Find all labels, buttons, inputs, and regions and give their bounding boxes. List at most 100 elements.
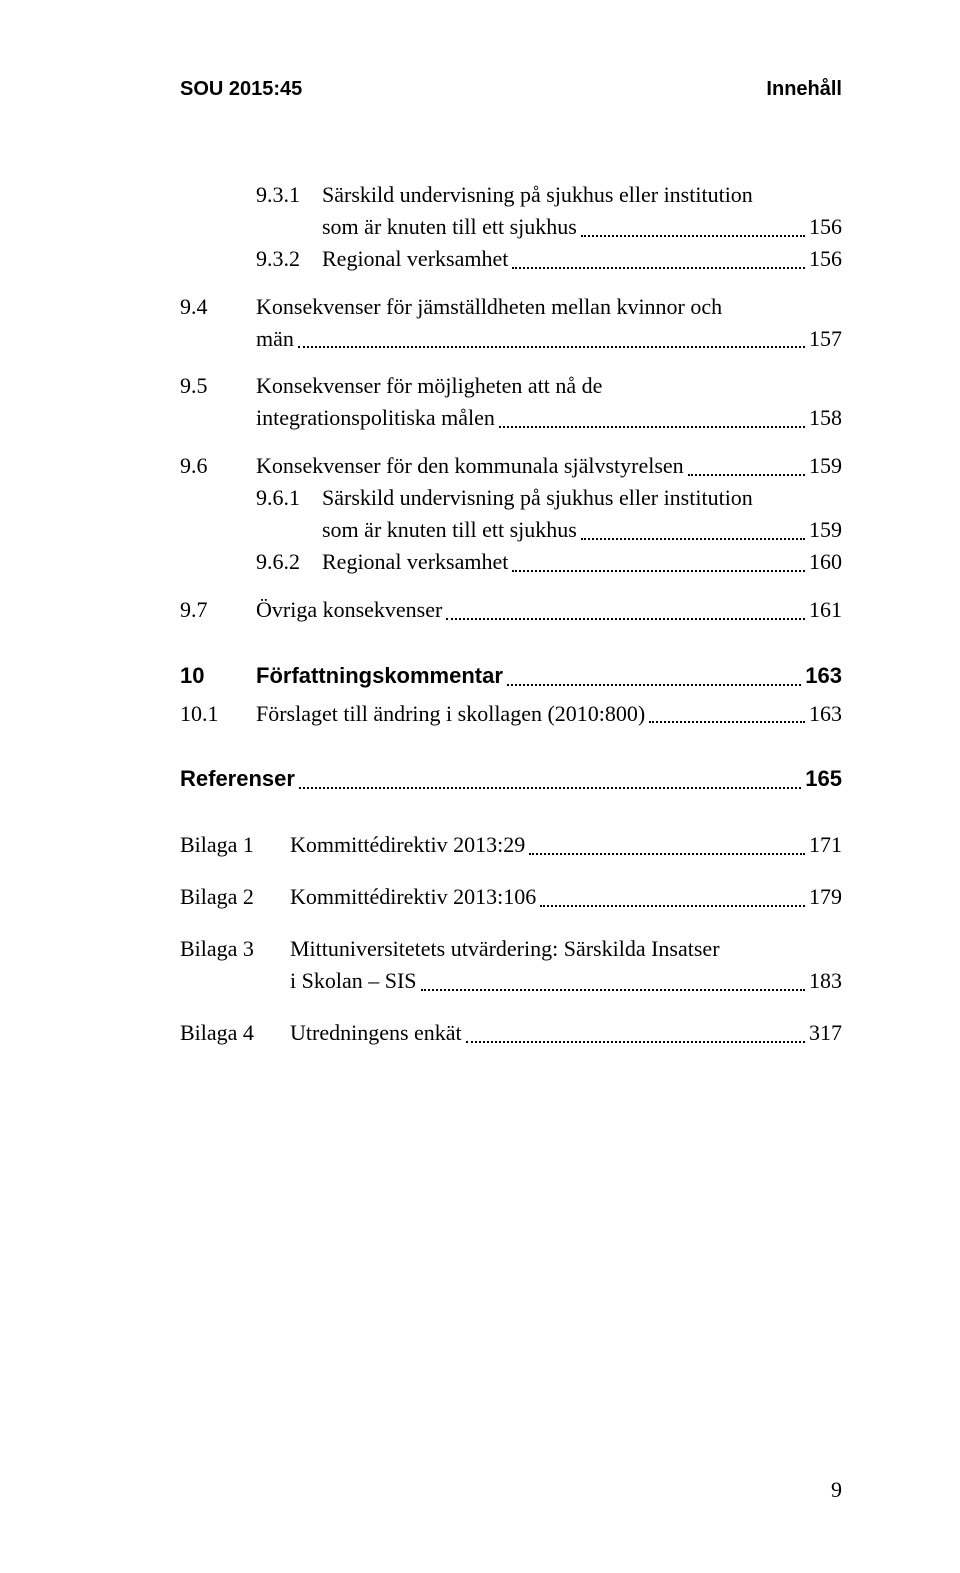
- toc-entry-label: 9.4Konsekvenser för jämställdheten mella…: [180, 291, 722, 323]
- toc-entry-page: 156: [809, 243, 842, 275]
- toc-entry-page: 179: [809, 881, 842, 913]
- toc-dots: [499, 426, 805, 428]
- toc-entry-page: 157: [809, 323, 842, 355]
- toc-dots: [581, 235, 805, 237]
- toc-entry-page: 183: [809, 965, 842, 997]
- toc-entry-line1: 9.3.1Särskild undervisning på sjukhus el…: [180, 179, 842, 211]
- toc-entry-text: som är knuten till ett sjukhus: [322, 514, 577, 546]
- toc-entry: 9.3.2Regional verksamhet 156: [180, 243, 842, 275]
- toc-entry-line2: i Skolan – SIS 183: [180, 965, 842, 997]
- toc-entry-page: 163: [809, 698, 842, 730]
- toc-entry-page: 159: [809, 514, 842, 546]
- toc-entry-page: 158: [809, 402, 842, 434]
- toc-entry-label: 9.6Konsekvenser för den kommunala självs…: [180, 450, 684, 482]
- toc-entry-number: Bilaga 1: [180, 829, 290, 861]
- toc-entry: 9.4Konsekvenser för jämställdheten mella…: [180, 291, 842, 355]
- toc-entry-text: Särskild undervisning på sjukhus eller i…: [322, 485, 753, 510]
- page-number-footer: 9: [831, 1477, 842, 1503]
- toc-entry-label: Referenser: [180, 763, 295, 795]
- running-header: SOU 2015:45 Innehåll: [180, 78, 842, 101]
- toc-entry: Referenser 165: [180, 763, 842, 795]
- toc-entry-line1: 9.4Konsekvenser för jämställdheten mella…: [180, 291, 842, 323]
- toc-entry-text: Författningskommentar: [256, 663, 503, 688]
- toc-entry-number: 9.7: [180, 594, 256, 626]
- toc-entry-label: 9.7Övriga konsekvenser: [180, 594, 442, 626]
- toc-entry: 10.1Förslaget till ändring i skollagen (…: [180, 698, 842, 730]
- toc-entry-text: Mittuniversitetets utvärdering: Särskild…: [290, 936, 720, 961]
- toc-entry: 10Författningskommentar 163: [180, 660, 842, 692]
- toc-entry-number: Bilaga 3: [180, 933, 290, 965]
- toc-entry: Bilaga 1Kommittédirektiv 2013:29 171: [180, 829, 842, 861]
- toc-dots: [421, 989, 805, 991]
- toc-entry-label: 9.3.1Särskild undervisning på sjukhus el…: [256, 179, 753, 211]
- toc-entry-number: Bilaga 2: [180, 881, 290, 913]
- toc-dots: [298, 346, 805, 348]
- toc-entry-page: 160: [809, 546, 842, 578]
- toc-entry-line2: som är knuten till ett sjukhus 159: [180, 514, 842, 546]
- toc-entry-label: 9.5Konsekvenser för möjligheten att nå d…: [180, 370, 602, 402]
- toc-dots: [529, 853, 805, 855]
- toc-entry-line1: 9.5Konsekvenser för möjligheten att nå d…: [180, 370, 842, 402]
- toc-entry-text: Förslaget till ändring i skollagen (2010…: [256, 701, 645, 726]
- toc-entry-text: Kommittédirektiv 2013:106: [290, 884, 536, 909]
- toc-entry-line2: män 157: [180, 323, 842, 355]
- toc-entry: 9.6.2Regional verksamhet 160: [180, 546, 842, 578]
- page-container: SOU 2015:45 Innehåll 9.3.1Särskild under…: [0, 0, 960, 1573]
- toc-entry-line2: integrationspolitiska målen 158: [180, 402, 842, 434]
- running-header-right: Innehåll: [766, 78, 842, 101]
- toc-entry-text: integrationspolitiska målen: [256, 402, 495, 434]
- toc-entry-page: 159: [809, 450, 842, 482]
- toc-dots: [446, 618, 805, 620]
- toc-entry-line2: som är knuten till ett sjukhus 156: [180, 211, 842, 243]
- toc-entry-label: 9.6.2Regional verksamhet: [256, 546, 508, 578]
- toc-entry-page: 171: [809, 829, 842, 861]
- toc-entry: 9.3.1Särskild undervisning på sjukhus el…: [180, 179, 842, 243]
- toc-dots: [649, 721, 805, 723]
- toc-entry-label: Bilaga 4Utredningens enkät: [180, 1017, 462, 1049]
- toc-entry-text: Referenser: [180, 766, 295, 791]
- toc-entry: 9.6Konsekvenser för den kommunala självs…: [180, 450, 842, 482]
- toc-entry-number: 10.1: [180, 698, 256, 730]
- toc-entry-page: 165: [805, 763, 842, 795]
- toc-entry: 9.5Konsekvenser för möjligheten att nå d…: [180, 370, 842, 434]
- toc-entry-text: Utredningens enkät: [290, 1020, 462, 1045]
- toc-entry-text: Konsekvenser för jämställdheten mellan k…: [256, 294, 722, 319]
- toc-entry-text: Kommittédirektiv 2013:29: [290, 832, 525, 857]
- toc-entry-page: 161: [809, 594, 842, 626]
- toc-dots: [581, 538, 805, 540]
- toc-entry-label: 10Författningskommentar: [180, 660, 503, 692]
- toc-entry-text: Konsekvenser för den kommunala självstyr…: [256, 453, 684, 478]
- toc-entry-page: 163: [805, 660, 842, 692]
- toc-dots: [512, 267, 805, 269]
- toc-entry-label: Bilaga 2Kommittédirektiv 2013:106: [180, 881, 536, 913]
- toc-entry: Bilaga 2Kommittédirektiv 2013:106 179: [180, 881, 842, 913]
- toc-entry: 9.6.1Särskild undervisning på sjukhus el…: [180, 482, 842, 546]
- toc-entry-number: 10: [180, 660, 256, 692]
- toc-entry-label: 9.3.2Regional verksamhet: [256, 243, 508, 275]
- toc-entry-text: i Skolan – SIS: [290, 965, 417, 997]
- toc-entry-number: 9.6.1: [256, 482, 322, 514]
- toc-entry-page: 156: [809, 211, 842, 243]
- toc-dots: [540, 905, 805, 907]
- toc-entry-number: Bilaga 4: [180, 1017, 290, 1049]
- toc-dots: [512, 570, 805, 572]
- running-header-left: SOU 2015:45: [180, 78, 302, 101]
- toc-entry-number: 9.6.2: [256, 546, 322, 578]
- table-of-contents: 9.3.1Särskild undervisning på sjukhus el…: [180, 179, 842, 1049]
- toc-entry: 9.7Övriga konsekvenser 161: [180, 594, 842, 626]
- toc-entry-text: Särskild undervisning på sjukhus eller i…: [322, 182, 753, 207]
- toc-entry-number: 9.6: [180, 450, 256, 482]
- toc-entry-line1: 9.6.1Särskild undervisning på sjukhus el…: [180, 482, 842, 514]
- toc-entry-text: som är knuten till ett sjukhus: [322, 211, 577, 243]
- toc-entry-label: Bilaga 3Mittuniversitetets utvärdering: …: [180, 933, 720, 965]
- toc-dots: [507, 684, 801, 686]
- toc-entry-text: Regional verksamhet: [322, 246, 508, 271]
- toc-dots: [466, 1041, 805, 1043]
- toc-entry-label: 9.6.1Särskild undervisning på sjukhus el…: [256, 482, 753, 514]
- toc-dots: [299, 787, 801, 789]
- toc-entry-number: 9.3.1: [256, 179, 322, 211]
- toc-entry-text: män: [256, 323, 294, 355]
- toc-entry-text: Övriga konsekvenser: [256, 597, 442, 622]
- toc-entry-number: 9.3.2: [256, 243, 322, 275]
- toc-entry-label: Bilaga 1Kommittédirektiv 2013:29: [180, 829, 525, 861]
